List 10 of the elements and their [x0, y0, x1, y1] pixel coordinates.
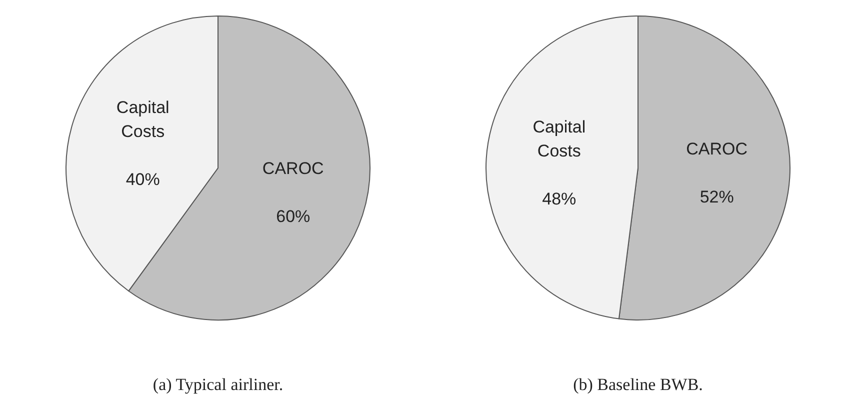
data-label: 60% [276, 206, 310, 226]
data-label: 48% [542, 190, 576, 209]
data-label: 40% [126, 170, 160, 190]
text: (b) Baseline BWB. [573, 375, 703, 394]
slice-label: CAROC [686, 139, 748, 158]
slice-label: Capital Costs [116, 98, 170, 142]
text: (a) Typical airliner. [152, 375, 284, 394]
slice-label: Capital Costs [532, 118, 586, 161]
slice-label: CAROC [262, 158, 324, 178]
data-label: 52% [700, 187, 734, 206]
